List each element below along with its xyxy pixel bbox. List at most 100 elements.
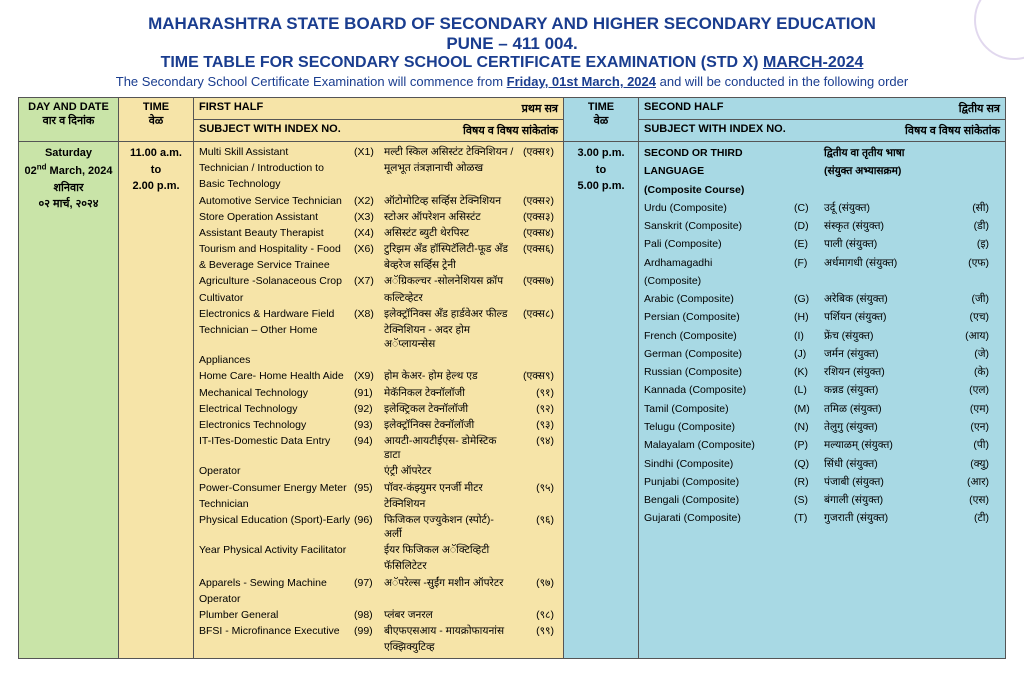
subject-code-mar: (पी) (954, 437, 989, 453)
subject-name-mar: संस्कृत (संयुक्त) (824, 218, 954, 234)
subject-name-mar: उर्दू (संयुक्त) (824, 200, 954, 216)
subject-code-mar (514, 543, 554, 557)
subject-name: Gujarati (Composite) (644, 510, 794, 526)
subject-code-mar: (९२) (514, 402, 554, 416)
subject-name: Telugu (Composite) (644, 419, 794, 435)
subject-name-mar: ऑटोमोटिव्ह सर्व्हिस टेक्निशियन (384, 194, 514, 208)
subject-name-mar: स्टोअर ऑपरेशन असिस्टंट (384, 210, 514, 224)
subject-name: Technician – Other Home (199, 323, 354, 351)
subject-code-mar (514, 497, 554, 511)
subject-name: Sindhi (Composite) (644, 456, 794, 472)
table-header-row-1: DAY AND DATEवार व दिनांक TIMEवेळ FIRST H… (19, 98, 1006, 120)
subject-code-mar (514, 640, 554, 654)
subject-name: French (Composite) (644, 328, 794, 344)
subject-name-mar: प्लंबर जनरल (384, 608, 514, 622)
subject-code-mar: (एक्स९) (514, 369, 554, 383)
col-second-subject-header: SUBJECT WITH INDEX NO.विषय व विषय सांकेत… (639, 120, 1006, 142)
subject-name-mar: इलेक्ट्रिकल टेक्नॉलॉजी (384, 402, 514, 416)
subject-code-mar: (इ) (954, 236, 989, 252)
subject-name: Russian (Composite) (644, 364, 794, 380)
subject-code (354, 177, 384, 191)
subject-code-mar (514, 161, 554, 175)
subject-name-mar: एंट्री ऑपरेटर (384, 464, 514, 478)
subject-name: German (Composite) (644, 346, 794, 362)
subject-code-mar: (एल) (954, 382, 989, 398)
col-time2-header: TIMEवेळ (564, 98, 639, 142)
subject-name-mar (384, 353, 514, 367)
col-date-header: DAY AND DATEवार व दिनांक (19, 98, 119, 142)
subject-name-mar: मेकॅनिकल टेक्नॉलॉजी (384, 386, 514, 400)
subject-code: (I) (794, 328, 824, 344)
subject-code-mar: (टी) (954, 510, 989, 526)
subject-code: (99) (354, 624, 384, 638)
subject-name-mar: अॅपरेल्स -सुईंग मशीन ऑपरेटर (384, 576, 514, 590)
subject-name: Assistant Beauty Therapist (199, 226, 354, 240)
table-row: Saturday 02nd March, 2024 शनिवार ०२ मार्… (19, 142, 1006, 659)
subject-code (354, 559, 384, 573)
subject-name-mar: पर्शियन (संयुक्त) (824, 309, 954, 325)
subject-code-mar: (९६) (514, 513, 554, 541)
subject-code: (T) (794, 510, 824, 526)
subject-code-mar (514, 258, 554, 272)
subject-name-mar: मल्टी स्किल असिस्टंट टेक्निशियन / (384, 145, 514, 159)
subject-name-mar: एक्झिक्युटिव्ह (384, 640, 514, 654)
subject-code-mar: (९३) (514, 418, 554, 432)
subject-code-mar: (एम) (954, 401, 989, 417)
subject-code: (Q) (794, 456, 824, 472)
subject-name: BFSI - Microfinance Executive (199, 624, 354, 638)
subject-name: Tamil (Composite) (644, 401, 794, 417)
subject-name-mar: अरेबिक (संयुक्त) (824, 291, 954, 307)
commencement-note: The Secondary School Certificate Examina… (20, 74, 1004, 89)
subject-name: Tourism and Hospitality - Food (199, 242, 354, 256)
subject-code (354, 464, 384, 478)
subject-name-mar: रशियन (संयुक्त) (824, 364, 954, 380)
subject-code: (X2) (354, 194, 384, 208)
subject-code: (91) (354, 386, 384, 400)
subject-name-mar: फॅसिलिटेटर (384, 559, 514, 573)
subject-code (354, 161, 384, 175)
subject-name: Agriculture -Solanaceous Crop (199, 274, 354, 288)
subject-name-mar (824, 273, 954, 289)
subject-name-mar: फ्रेंच (संयुक्त) (824, 328, 954, 344)
subject-name: Malayalam (Composite) (644, 437, 794, 453)
date-cell: Saturday 02nd March, 2024 शनिवार ०२ मार्… (19, 142, 119, 659)
subject-name: Multi Skill Assistant (199, 145, 354, 159)
subject-code-mar: (सी) (954, 200, 989, 216)
subject-code-mar: (९७) (514, 576, 554, 590)
subject-code-mar (514, 177, 554, 191)
subject-name: & Beverage Service Trainee (199, 258, 354, 272)
subject-name-mar: बंगाली (संयुक्त) (824, 492, 954, 508)
subject-code: (S) (794, 492, 824, 508)
subject-name-mar: मल्याळम् (संयुक्त) (824, 437, 954, 453)
second-header-text: (Composite Course) (644, 182, 794, 198)
subject-name: Electrical Technology (199, 402, 354, 416)
subject-code (354, 543, 384, 557)
subject-name-mar: ईयर फिजिकल अॅक्टिव्हिटी (384, 543, 514, 557)
subject-code-mar: (एक्स४) (514, 226, 554, 240)
subject-name-mar: कल्टिव्हेटर (384, 291, 514, 305)
subject-code: (X6) (354, 242, 384, 256)
subject-name-mar: इलेक्ट्रॉनिक्स टेक्नॉलॉजी (384, 418, 514, 432)
subject-name-mar: सिंधी (संयुक्त) (824, 456, 954, 472)
subject-code: (N) (794, 419, 824, 435)
second-half-cell: SECOND OR THIRDद्वितीय वा तृतीय भाषाLANG… (639, 142, 1006, 659)
subject-name: Plumber General (199, 608, 354, 622)
subject-code (354, 592, 384, 606)
subject-name-mar (384, 592, 514, 606)
subject-code: (J) (794, 346, 824, 362)
subject-code-mar: (एफ) (954, 255, 989, 271)
subject-code-mar: (एन) (954, 419, 989, 435)
document-header: MAHARASHTRA STATE BOARD OF SECONDARY AND… (0, 0, 1024, 97)
subject-code: (R) (794, 474, 824, 490)
subject-code: (96) (354, 513, 384, 541)
subject-code-mar (514, 353, 554, 367)
subject-name: Operator (199, 464, 354, 478)
subject-code: (92) (354, 402, 384, 416)
subject-code-mar (514, 464, 554, 478)
subject-name-mar: इलेक्ट्रॉनिक्स अँड हार्डवेअर फील्ड (384, 307, 514, 321)
col-time1-header: TIMEवेळ (119, 98, 194, 142)
subject-name-mar: तेलुगु (संयुक्त) (824, 419, 954, 435)
subject-code (354, 353, 384, 367)
subject-code-mar: (एक्स७) (514, 274, 554, 288)
timetable-title: TIME TABLE FOR SECONDARY SCHOOL CERTIFIC… (20, 54, 1004, 72)
